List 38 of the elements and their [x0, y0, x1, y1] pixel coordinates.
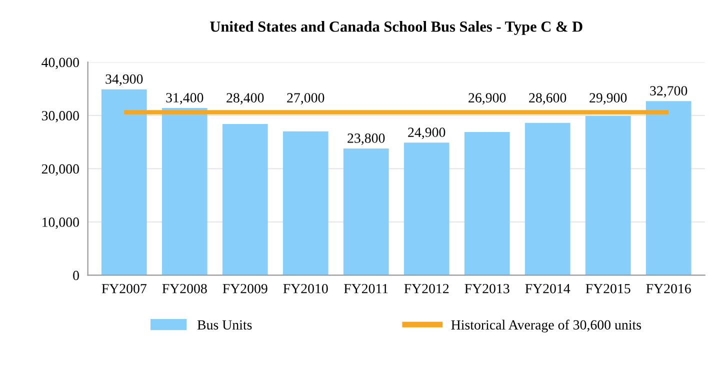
x-tick-label: FY2016 [646, 284, 691, 294]
x-tick-label: FY2009 [222, 284, 268, 294]
x-tick-label: FY2012 [404, 284, 449, 294]
y-tick-label: 40,000 [42, 58, 79, 70]
bar [101, 89, 147, 276]
bar [585, 116, 631, 276]
x-tick-label: FY2007 [102, 284, 147, 294]
x-tick-label: FY2013 [464, 284, 510, 294]
data-label: 32,700 [650, 86, 688, 98]
x-tick-label: FY2015 [586, 284, 630, 294]
y-tick-label: 20,000 [42, 164, 79, 176]
data-label: 26,900 [468, 93, 506, 104]
data-label: 27,000 [287, 93, 324, 104]
data-label: 29,900 [590, 93, 627, 104]
bar [343, 148, 389, 276]
legend-label: Historical Average of 30,600 units [451, 320, 642, 332]
data-label: 31,400 [166, 93, 204, 104]
x-tick-label: FY2010 [283, 284, 328, 294]
x-tick-label: FY2011 [344, 284, 388, 294]
y-tick-label: 30,000 [42, 111, 79, 122]
y-tick-label: 10,000 [42, 218, 79, 229]
bar [282, 131, 328, 276]
bar [646, 101, 692, 276]
data-label: 28,600 [529, 93, 566, 104]
x-tick-label: FY2008 [162, 284, 207, 294]
bar [222, 124, 268, 276]
chart-title: United States and Canada School Bus Sales - Type C & D [210, 21, 582, 35]
y-tick-label: 0 [73, 270, 79, 280]
data-label: 24,900 [408, 128, 446, 140]
x-tick-label: FY2014 [525, 284, 570, 294]
data-label: 28,400 [226, 93, 264, 104]
legend-label: Bus Units [197, 320, 252, 330]
bar [464, 132, 510, 276]
data-label: 23,800 [348, 134, 385, 145]
bar [404, 142, 450, 276]
data-label: 34,900 [106, 74, 143, 86]
bar [524, 122, 570, 276]
bar [162, 108, 208, 276]
